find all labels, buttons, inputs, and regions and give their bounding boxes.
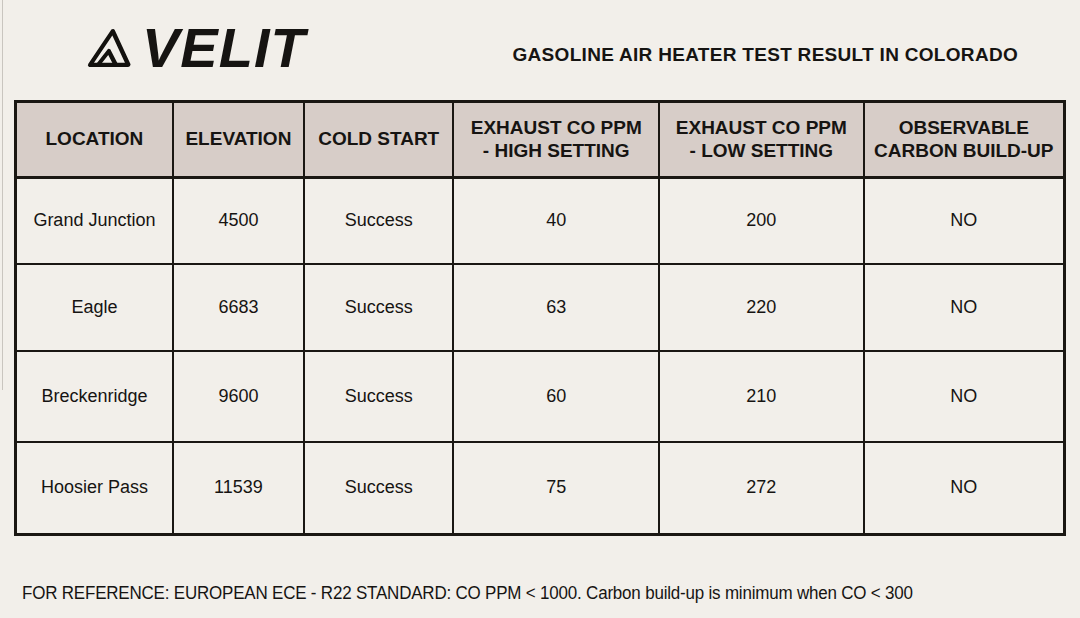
column-header-cold-start: COLD START bbox=[304, 102, 453, 178]
cell-cold-start: Success bbox=[304, 351, 453, 442]
column-header-label-line2: - LOW SETTING bbox=[664, 140, 859, 163]
test-results-table: LOCATION ELEVATION COLD START EXHAUST CO… bbox=[14, 100, 1066, 536]
column-header-label-line2: - HIGH SETTING bbox=[458, 140, 654, 163]
cell-carbon-buildup: NO bbox=[864, 442, 1065, 535]
page-edge-line bbox=[2, 0, 3, 390]
cell-location: Eagle bbox=[16, 264, 173, 351]
infographic-page: VELIT GASOLINE AIR HEATER TEST RESULT IN… bbox=[0, 0, 1080, 618]
cell-cold-start: Success bbox=[304, 264, 453, 351]
cell-co-high: 40 bbox=[453, 178, 659, 264]
cell-cold-start: Success bbox=[304, 442, 453, 535]
cell-carbon-buildup: NO bbox=[864, 351, 1065, 442]
cell-elevation: 4500 bbox=[173, 178, 304, 264]
cell-co-low: 272 bbox=[659, 442, 864, 535]
cell-co-high: 60 bbox=[453, 351, 659, 442]
column-header-elevation: ELEVATION bbox=[173, 102, 304, 178]
table-row-hoosier-pass: Hoosier Pass 11539 Success 75 272 NO bbox=[16, 442, 1065, 535]
cell-co-high: 63 bbox=[453, 264, 659, 351]
cell-location: Hoosier Pass bbox=[16, 442, 173, 535]
column-header-label: ELEVATION bbox=[178, 128, 299, 151]
page-title: GASOLINE AIR HEATER TEST RESULT IN COLOR… bbox=[513, 44, 1019, 66]
cell-elevation: 6683 bbox=[173, 264, 304, 351]
cell-co-low: 210 bbox=[659, 351, 864, 442]
table-row-eagle: Eagle 6683 Success 63 220 NO bbox=[16, 264, 1065, 351]
column-header-location: LOCATION bbox=[16, 102, 173, 178]
cell-elevation: 11539 bbox=[173, 442, 304, 535]
column-header-label-line2: CARBON BUILD-UP bbox=[869, 140, 1059, 163]
reference-note: FOR REFERENCE: EUROPEAN ECE - R22 STANDA… bbox=[22, 583, 913, 604]
triangle-mountain-icon bbox=[88, 23, 134, 73]
table-row-grand-junction: Grand Junction 4500 Success 40 200 NO bbox=[16, 178, 1065, 264]
brand-logo: VELIT bbox=[88, 20, 316, 76]
cell-location: Breckenridge bbox=[16, 351, 173, 442]
column-header-label-line1: EXHAUST CO PPM bbox=[458, 117, 654, 140]
column-header-carbon-buildup: OBSERVABLE CARBON BUILD-UP bbox=[864, 102, 1065, 178]
column-header-label: LOCATION bbox=[21, 128, 168, 151]
cell-co-low: 220 bbox=[659, 264, 864, 351]
table-header-row: LOCATION ELEVATION COLD START EXHAUST CO… bbox=[16, 102, 1065, 178]
cell-elevation: 9600 bbox=[173, 351, 304, 442]
table-row-breckenridge: Breckenridge 9600 Success 60 210 NO bbox=[16, 351, 1065, 442]
cell-carbon-buildup: NO bbox=[864, 178, 1065, 264]
cell-location: Grand Junction bbox=[16, 178, 173, 264]
column-header-label-line1: EXHAUST CO PPM bbox=[664, 117, 859, 140]
cell-cold-start: Success bbox=[304, 178, 453, 264]
cell-co-low: 200 bbox=[659, 178, 864, 264]
cell-co-high: 75 bbox=[453, 442, 659, 535]
column-header-label: COLD START bbox=[309, 128, 448, 151]
column-header-label-line1: OBSERVABLE bbox=[869, 117, 1059, 140]
column-header-co-high: EXHAUST CO PPM - HIGH SETTING bbox=[453, 102, 659, 178]
cell-carbon-buildup: NO bbox=[864, 264, 1065, 351]
brand-name: VELIT bbox=[142, 20, 316, 76]
column-header-co-low: EXHAUST CO PPM - LOW SETTING bbox=[659, 102, 864, 178]
